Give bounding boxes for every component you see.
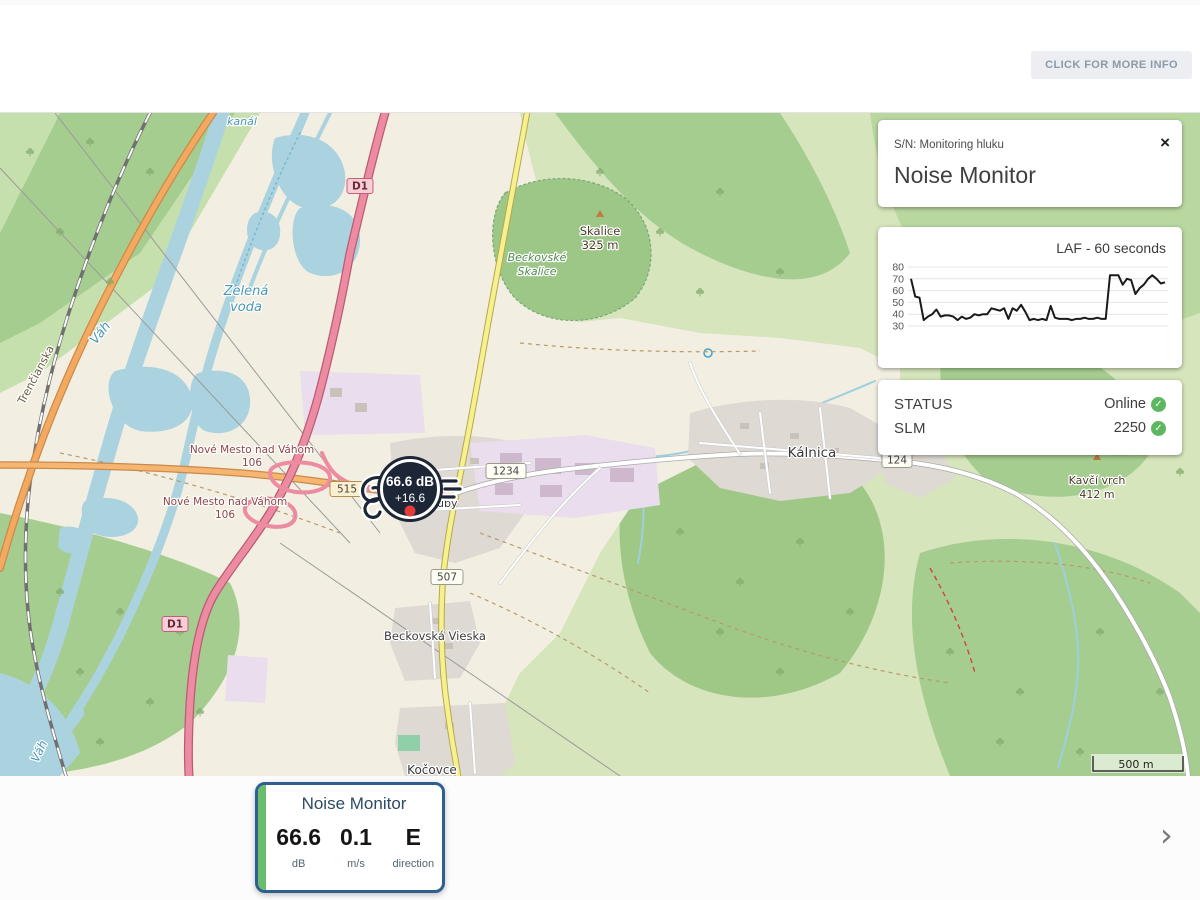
- road-badges: D1 D1 515 1234 507 124: [161, 178, 913, 632]
- device-title: Noise Monitor: [894, 162, 1036, 188]
- top-bar: CLICK FOR MORE INFO: [0, 0, 1200, 117]
- more-info-button[interactable]: CLICK FOR MORE INFO: [1031, 51, 1192, 79]
- metric-db: 66.6 dB: [270, 824, 327, 870]
- svg-text:D1: D1: [352, 181, 368, 193]
- metric-direction-unit: direction: [392, 858, 435, 870]
- check-icon: ✓: [1151, 396, 1166, 412]
- svg-text:40: 40: [892, 309, 904, 321]
- status-label: STATUS: [894, 395, 953, 413]
- svg-text:Beckovské: Beckovské: [508, 251, 567, 264]
- marker-db-value: 66.6 dB: [386, 474, 434, 489]
- svg-text:106: 106: [242, 457, 262, 469]
- metric-db-value: 66.6: [276, 824, 322, 850]
- svg-text:515: 515: [337, 484, 357, 496]
- svg-text:60: 60: [892, 285, 904, 297]
- chart-line-series: [910, 274, 1166, 322]
- noise-monitor-summary-card[interactable]: Noise Monitor 66.6 dB 0.1 m/s E directio…: [255, 782, 445, 893]
- svg-text:30: 30: [892, 321, 904, 333]
- svg-text:50: 50: [892, 297, 904, 309]
- metric-db-unit: dB: [291, 858, 306, 870]
- svg-text:Zelená: Zelená: [223, 284, 269, 299]
- svg-text:70: 70: [892, 273, 904, 285]
- peak-icons: [596, 210, 1101, 460]
- slm-value: 2250: [1113, 420, 1146, 436]
- chart-title: LAF - 60 seconds: [1056, 240, 1166, 256]
- summary-title: Noise Monitor: [301, 794, 407, 813]
- metric-wind-value: 0.1: [340, 824, 372, 850]
- svg-text:Beckovská Vieska: Beckovská Vieska: [384, 629, 486, 643]
- svg-text:412 m: 412 m: [1079, 488, 1114, 501]
- device-card: S/N: Monitoring hluku Noise Monitor ×: [878, 120, 1182, 207]
- svg-text:Nové Mesto nad Váhom: Nové Mesto nad Váhom: [163, 496, 287, 508]
- slm-row: SLM 2250 ✓: [878, 416, 1182, 440]
- svg-text:kanál: kanál: [227, 115, 257, 128]
- svg-text:Skalice: Skalice: [517, 265, 556, 278]
- svg-text:507: 507: [437, 572, 457, 584]
- scale-bar: 500 m: [1091, 754, 1185, 773]
- status-card: STATUS Online ✓ SLM 2250 ✓: [878, 380, 1182, 455]
- metric-wind-unit: m/s: [347, 858, 365, 870]
- svg-text:124: 124: [887, 455, 907, 467]
- marker-delta-value: +16.6: [395, 491, 426, 505]
- svg-text:Skalice: Skalice: [580, 224, 621, 238]
- svg-text:Kálnica: Kálnica: [788, 445, 837, 461]
- svg-text:80: 80: [892, 262, 904, 274]
- svg-text:106: 106: [215, 509, 235, 521]
- svg-text:voda: voda: [230, 300, 262, 315]
- status-row: STATUS Online ✓: [878, 392, 1182, 416]
- check-icon: ✓: [1151, 420, 1166, 436]
- svg-text:D1: D1: [167, 619, 183, 631]
- metric-wind: 0.1 m/s: [327, 824, 384, 870]
- marker-circle: [377, 456, 443, 522]
- marker-ring: [380, 459, 440, 519]
- svg-text:Kavčí vrch: Kavčí vrch: [1069, 474, 1126, 487]
- device-serial: S/N: Monitoring hluku: [894, 139, 1004, 151]
- metric-direction-value: E: [405, 824, 421, 850]
- chart-card: LAF - 60 seconds 80 70 60 50 40 30: [878, 227, 1182, 368]
- svg-text:Nové Mesto nad Váhom: Nové Mesto nad Váhom: [190, 444, 314, 456]
- status-strip: [258, 785, 266, 890]
- close-icon[interactable]: ×: [1160, 133, 1170, 152]
- svg-text:Kočovce: Kočovce: [407, 763, 457, 776]
- svg-text:325 m: 325 m: [582, 238, 619, 252]
- alert-dot-icon: [404, 505, 416, 517]
- slm-label: SLM: [894, 419, 926, 437]
- noise-marker[interactable]: 66.6 dB +16.6: [356, 443, 464, 535]
- chevron-right-icon[interactable]: ›: [1160, 816, 1173, 854]
- svg-text:1234: 1234: [493, 466, 520, 478]
- svg-text:500 m: 500 m: [1118, 758, 1153, 771]
- metric-direction: E direction: [385, 824, 442, 870]
- status-value: Online: [1104, 396, 1146, 412]
